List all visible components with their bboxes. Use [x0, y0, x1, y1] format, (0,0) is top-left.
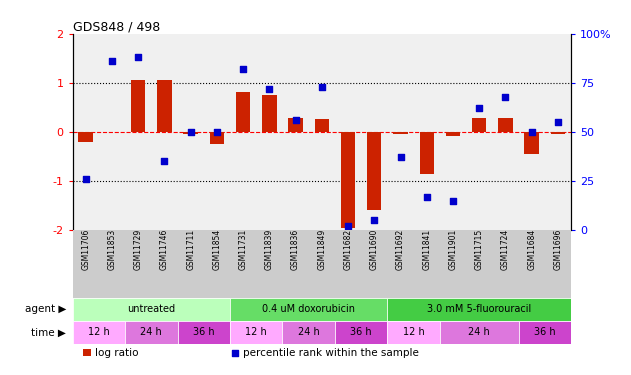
Bar — [445, 132, 460, 136]
Bar — [387, 321, 440, 344]
Text: log ratio: log ratio — [95, 348, 138, 358]
Text: untreated: untreated — [127, 304, 175, 314]
Point — [107, 58, 117, 64]
Text: 36 h: 36 h — [350, 327, 372, 338]
Text: 24 h: 24 h — [298, 327, 319, 338]
Point — [553, 119, 563, 125]
Point — [238, 66, 248, 72]
Point — [396, 154, 406, 160]
Point — [264, 86, 274, 92]
Point — [422, 194, 432, 200]
Bar — [335, 321, 387, 344]
Point — [317, 84, 327, 90]
Bar — [73, 297, 230, 321]
Bar — [184, 132, 198, 134]
Point — [160, 158, 170, 164]
Point — [474, 105, 484, 111]
Bar — [209, 132, 224, 144]
Point — [369, 217, 379, 223]
Bar — [420, 132, 434, 174]
Point — [527, 129, 537, 135]
Bar — [315, 119, 329, 132]
Bar — [83, 350, 91, 357]
Bar — [262, 95, 276, 132]
Bar — [177, 321, 230, 344]
Point — [212, 129, 222, 135]
Text: 12 h: 12 h — [245, 327, 267, 338]
Bar — [230, 321, 283, 344]
Text: 12 h: 12 h — [403, 327, 425, 338]
Bar — [157, 80, 172, 132]
Bar — [288, 118, 303, 132]
Bar — [230, 297, 387, 321]
Text: time ▶: time ▶ — [32, 327, 66, 338]
Bar — [125, 321, 177, 344]
Point — [133, 54, 143, 60]
Bar — [472, 118, 487, 132]
Point — [448, 198, 458, 204]
Bar — [73, 321, 125, 344]
Text: agent ▶: agent ▶ — [25, 304, 66, 314]
Bar — [131, 80, 145, 132]
Text: percentile rank within the sample: percentile rank within the sample — [243, 348, 419, 358]
Bar — [551, 132, 565, 134]
Text: 12 h: 12 h — [88, 327, 110, 338]
Text: 36 h: 36 h — [534, 327, 556, 338]
Point — [230, 350, 240, 356]
Bar — [524, 132, 539, 154]
Text: 24 h: 24 h — [468, 327, 490, 338]
Point — [81, 176, 91, 182]
Bar — [236, 92, 251, 132]
Bar — [341, 132, 355, 228]
Bar — [283, 321, 335, 344]
Bar — [393, 132, 408, 134]
Bar — [387, 297, 571, 321]
Point — [186, 129, 196, 135]
Bar — [367, 132, 382, 210]
Bar — [519, 321, 571, 344]
Bar — [498, 118, 512, 132]
Text: 3.0 mM 5-fluorouracil: 3.0 mM 5-fluorouracil — [427, 304, 531, 314]
Point — [343, 223, 353, 229]
Point — [500, 93, 510, 99]
Text: GDS848 / 498: GDS848 / 498 — [73, 21, 160, 34]
Text: 24 h: 24 h — [141, 327, 162, 338]
Bar — [440, 321, 519, 344]
Bar — [78, 132, 93, 142]
Text: 36 h: 36 h — [193, 327, 215, 338]
Text: 0.4 uM doxorubicin: 0.4 uM doxorubicin — [262, 304, 355, 314]
Point — [290, 117, 300, 123]
